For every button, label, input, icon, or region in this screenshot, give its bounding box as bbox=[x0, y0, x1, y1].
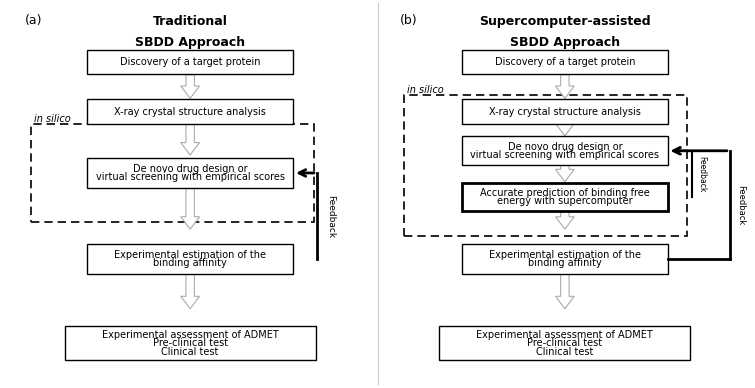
Text: Experimental estimation of the: Experimental estimation of the bbox=[488, 250, 641, 260]
FancyBboxPatch shape bbox=[87, 244, 293, 274]
Text: virtual screening with empirical scores: virtual screening with empirical scores bbox=[470, 150, 659, 160]
Text: Feedback: Feedback bbox=[697, 156, 706, 192]
FancyBboxPatch shape bbox=[87, 99, 293, 124]
Text: De novo drug design or: De novo drug design or bbox=[507, 142, 622, 152]
Text: X-ray crystal structure analysis: X-ray crystal structure analysis bbox=[489, 107, 641, 117]
FancyBboxPatch shape bbox=[462, 99, 668, 124]
FancyBboxPatch shape bbox=[462, 50, 668, 74]
Text: Experimental assessment of ADMET: Experimental assessment of ADMET bbox=[476, 330, 653, 340]
Text: Experimental estimation of the: Experimental estimation of the bbox=[114, 250, 267, 260]
Polygon shape bbox=[556, 165, 575, 182]
Polygon shape bbox=[180, 188, 199, 229]
Text: binding affinity: binding affinity bbox=[153, 258, 227, 268]
Text: energy with supercomputer: energy with supercomputer bbox=[497, 196, 633, 206]
Text: in silico: in silico bbox=[33, 114, 70, 124]
Text: Experimental assessment of ADMET: Experimental assessment of ADMET bbox=[102, 330, 279, 340]
Text: Traditional: Traditional bbox=[153, 15, 227, 28]
Polygon shape bbox=[180, 125, 199, 155]
Polygon shape bbox=[180, 274, 199, 309]
FancyBboxPatch shape bbox=[462, 137, 668, 165]
Text: X-ray crystal structure analysis: X-ray crystal structure analysis bbox=[114, 107, 266, 117]
Polygon shape bbox=[556, 274, 575, 309]
Text: Discovery of a target protein: Discovery of a target protein bbox=[120, 57, 260, 67]
Polygon shape bbox=[556, 211, 575, 229]
Polygon shape bbox=[556, 123, 575, 136]
Text: virtual screening with empirical scores: virtual screening with empirical scores bbox=[96, 172, 285, 182]
Text: De novo drug design or: De novo drug design or bbox=[133, 164, 248, 174]
Text: Accurate prediction of binding free: Accurate prediction of binding free bbox=[480, 188, 650, 198]
Text: Discovery of a target protein: Discovery of a target protein bbox=[495, 57, 635, 67]
Text: Supercomputer-assisted: Supercomputer-assisted bbox=[479, 15, 651, 28]
Polygon shape bbox=[556, 74, 575, 99]
Text: SBDD Approach: SBDD Approach bbox=[510, 36, 620, 49]
Text: Clinical test: Clinical test bbox=[162, 346, 219, 357]
FancyBboxPatch shape bbox=[65, 326, 316, 360]
Text: (a): (a) bbox=[25, 14, 43, 27]
FancyBboxPatch shape bbox=[87, 158, 293, 188]
Text: (b): (b) bbox=[400, 14, 418, 27]
Text: Pre-clinical test: Pre-clinical test bbox=[153, 338, 228, 348]
FancyBboxPatch shape bbox=[462, 244, 668, 274]
Text: binding affinity: binding affinity bbox=[528, 258, 602, 268]
FancyBboxPatch shape bbox=[462, 183, 668, 211]
Text: Feedback: Feedback bbox=[736, 185, 745, 225]
FancyBboxPatch shape bbox=[439, 326, 690, 360]
Text: Feedback: Feedback bbox=[326, 195, 335, 238]
FancyBboxPatch shape bbox=[87, 50, 293, 74]
Text: in silico: in silico bbox=[407, 85, 444, 95]
Text: Pre-clinical test: Pre-clinical test bbox=[527, 338, 602, 348]
Text: SBDD Approach: SBDD Approach bbox=[135, 36, 245, 49]
Text: Clinical test: Clinical test bbox=[536, 346, 593, 357]
Polygon shape bbox=[180, 74, 199, 99]
